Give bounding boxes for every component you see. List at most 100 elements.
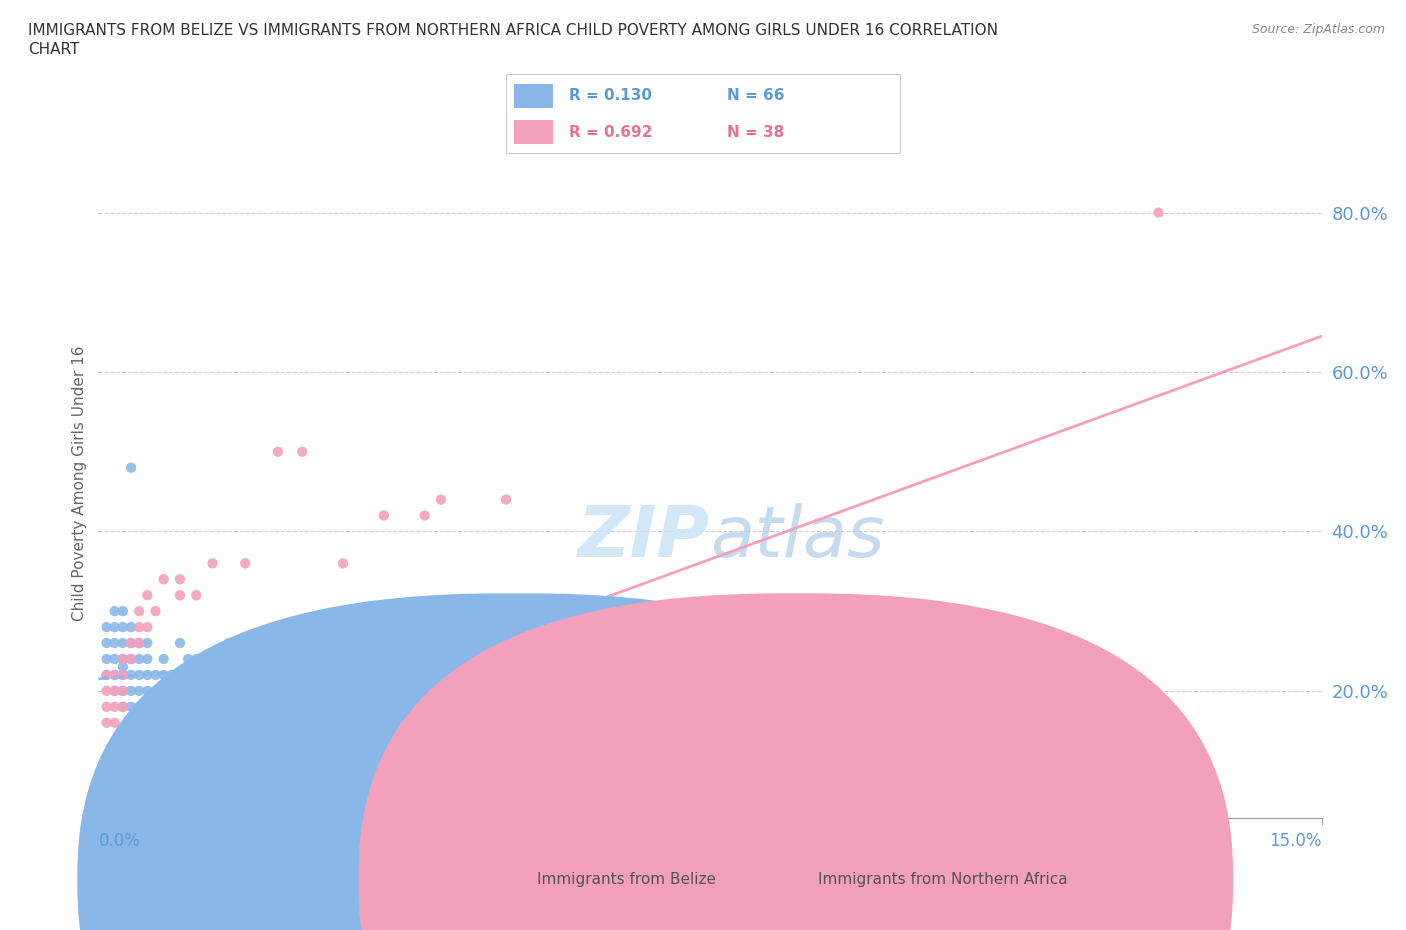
Point [104,652,127,667]
Point [111,659,134,674]
Point [128,635,150,650]
Point [145,684,167,698]
Point [104,699,127,714]
Point [160,668,183,683]
Point [209,652,232,667]
Point [186,588,208,603]
Point [111,699,134,714]
Point [152,572,174,587]
Point [495,764,517,778]
Text: Source: ZipAtlas.com: Source: ZipAtlas.com [1251,23,1385,36]
Point [617,652,640,667]
Point [169,668,191,683]
Point [111,652,134,667]
Point [111,635,134,650]
Point [145,668,167,683]
FancyBboxPatch shape [515,84,554,108]
Text: 15.0%: 15.0% [1270,832,1322,850]
Point [128,604,150,618]
Point [136,652,159,667]
Point [128,635,150,650]
Point [267,445,290,459]
Point [96,715,118,730]
Point [120,668,142,683]
Point [96,684,118,698]
Point [780,619,803,634]
Point [291,445,314,459]
Point [152,652,174,667]
Point [169,588,191,603]
Point [177,652,200,667]
Point [111,699,134,714]
Point [193,652,215,667]
Point [1147,206,1170,220]
Point [201,668,224,683]
Point [104,635,127,650]
Point [104,715,127,730]
Point [658,619,681,634]
Point [332,556,354,571]
Point [862,604,884,618]
Point [128,652,150,667]
Point [104,604,127,618]
Point [169,699,191,714]
Point [128,699,150,714]
Point [111,652,134,667]
Text: IMMIGRANTS FROM BELIZE VS IMMIGRANTS FROM NORTHERN AFRICA CHILD POVERTY AMONG GI: IMMIGRANTS FROM BELIZE VS IMMIGRANTS FRO… [28,23,998,38]
Point [152,684,174,698]
Point [699,779,721,794]
Point [430,492,453,507]
Point [128,668,150,683]
Point [373,508,395,523]
Point [267,635,290,650]
Point [120,684,142,698]
Point [160,699,183,714]
Point [136,684,159,698]
Point [96,619,118,634]
Point [136,619,159,634]
Point [152,668,174,683]
Point [136,588,159,603]
Point [186,699,208,714]
Point [152,699,174,714]
Point [186,652,208,667]
Text: R = 0.692: R = 0.692 [569,125,652,140]
Point [128,684,150,698]
Point [201,556,224,571]
Text: R = 0.130: R = 0.130 [569,88,652,103]
Point [120,460,142,475]
Point [233,556,256,571]
Text: Immigrants from Belize: Immigrants from Belize [537,872,716,887]
Point [96,668,118,683]
Point [120,699,142,714]
Point [177,684,200,698]
Point [136,668,159,683]
Point [111,668,134,683]
Text: N = 66: N = 66 [727,88,785,103]
Point [169,572,191,587]
Point [120,652,142,667]
FancyBboxPatch shape [515,120,554,144]
Point [128,619,150,634]
Text: CHART: CHART [28,42,80,57]
Point [111,604,134,618]
Text: ZIP: ZIP [578,503,710,572]
Point [120,652,142,667]
Point [111,684,134,698]
Point [413,508,436,523]
Point [111,619,134,634]
Point [145,699,167,714]
Point [104,684,127,698]
Point [218,635,240,650]
Point [96,668,118,683]
Point [373,635,395,650]
Point [120,635,142,650]
Text: atlas: atlas [710,503,884,572]
Point [495,492,517,507]
Point [96,699,118,714]
Point [536,747,558,762]
Point [120,619,142,634]
Point [169,635,191,650]
Point [233,652,256,667]
Point [250,668,273,683]
